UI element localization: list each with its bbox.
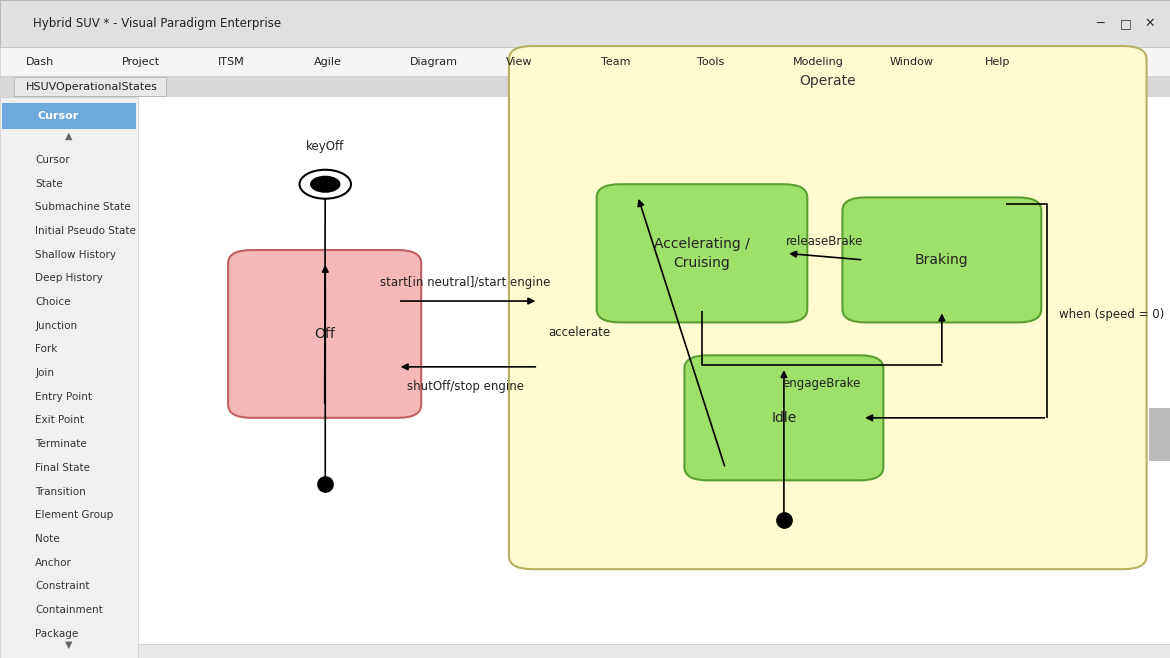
Text: Anchor: Anchor — [35, 557, 73, 568]
Bar — [0, 47, 1170, 76]
FancyBboxPatch shape — [684, 355, 883, 480]
Bar — [0, 76, 1170, 97]
Text: when (speed = 0): when (speed = 0) — [1059, 308, 1164, 320]
Text: Operate: Operate — [799, 74, 856, 88]
Text: Submachine State: Submachine State — [35, 202, 131, 213]
Text: Shallow History: Shallow History — [35, 249, 116, 260]
Text: keyOff: keyOff — [307, 139, 344, 153]
Text: Agile: Agile — [314, 57, 342, 66]
Bar — [1149, 408, 1170, 461]
Text: Join: Join — [35, 368, 54, 378]
Text: Cursor: Cursor — [35, 155, 70, 165]
Text: View: View — [505, 57, 532, 66]
Text: Team: Team — [601, 57, 631, 66]
Text: Deep History: Deep History — [35, 273, 103, 284]
Text: Diagram: Diagram — [410, 57, 457, 66]
Text: accelerate: accelerate — [549, 326, 611, 339]
Text: □: □ — [1120, 17, 1131, 30]
Text: Final State: Final State — [35, 463, 90, 473]
Bar — [14, 77, 166, 96]
Text: Package: Package — [35, 628, 78, 639]
Text: ▲: ▲ — [66, 130, 73, 141]
Text: Dash: Dash — [26, 57, 54, 66]
Text: start[in neutral]/start engine: start[in neutral]/start engine — [380, 276, 550, 290]
Text: Exit Point: Exit Point — [35, 415, 84, 426]
Text: Junction: Junction — [35, 320, 77, 331]
Bar — [14, 77, 166, 96]
Bar — [138, 644, 1170, 658]
FancyBboxPatch shape — [228, 250, 421, 418]
Text: Containment: Containment — [35, 605, 103, 615]
Text: Project: Project — [122, 57, 160, 66]
Text: Terminate: Terminate — [35, 439, 87, 449]
FancyBboxPatch shape — [842, 197, 1041, 322]
Bar — [138, 644, 1170, 658]
Text: Fork: Fork — [35, 344, 57, 355]
Text: Off: Off — [315, 327, 335, 341]
Bar — [2, 103, 136, 129]
Text: ▼: ▼ — [66, 640, 73, 650]
Circle shape — [300, 170, 351, 199]
Text: Element Group: Element Group — [35, 510, 113, 520]
Text: Cursor: Cursor — [37, 111, 78, 121]
Text: Tools: Tools — [697, 57, 724, 66]
Bar — [0, 97, 138, 658]
Text: ✕: ✕ — [1145, 17, 1155, 30]
Bar — [138, 97, 1170, 658]
Text: Idle: Idle — [771, 411, 797, 425]
Text: Hybrid SUV * - Visual Paradigm Enterprise: Hybrid SUV * - Visual Paradigm Enterpris… — [33, 17, 281, 30]
Text: ITSM: ITSM — [218, 57, 245, 66]
Bar — [0, 0, 1170, 47]
Text: Braking: Braking — [915, 253, 969, 267]
Bar — [0, 0, 1170, 47]
Text: ─: ─ — [1096, 17, 1103, 30]
Text: releaseBrake: releaseBrake — [786, 235, 863, 248]
Text: Initial Pseudo State: Initial Pseudo State — [35, 226, 136, 236]
Text: Constraint: Constraint — [35, 581, 90, 592]
Text: Modeling: Modeling — [793, 57, 844, 66]
Text: HSUVOperationalStates: HSUVOperationalStates — [26, 82, 158, 91]
Bar — [0, 47, 1170, 76]
Text: Entry Point: Entry Point — [35, 392, 92, 402]
Text: Note: Note — [35, 534, 60, 544]
FancyBboxPatch shape — [509, 46, 1147, 569]
Text: Help: Help — [985, 57, 1011, 66]
Bar — [0, 97, 138, 658]
Text: Accelerating /
Cruising: Accelerating / Cruising — [654, 237, 750, 270]
Text: Transition: Transition — [35, 486, 85, 497]
FancyBboxPatch shape — [597, 184, 807, 322]
Text: Window: Window — [889, 57, 934, 66]
Text: engageBrake: engageBrake — [783, 377, 861, 390]
Text: shutOff/stop engine: shutOff/stop engine — [406, 380, 523, 393]
Text: Choice: Choice — [35, 297, 70, 307]
Text: State: State — [35, 178, 63, 189]
Circle shape — [310, 176, 340, 193]
